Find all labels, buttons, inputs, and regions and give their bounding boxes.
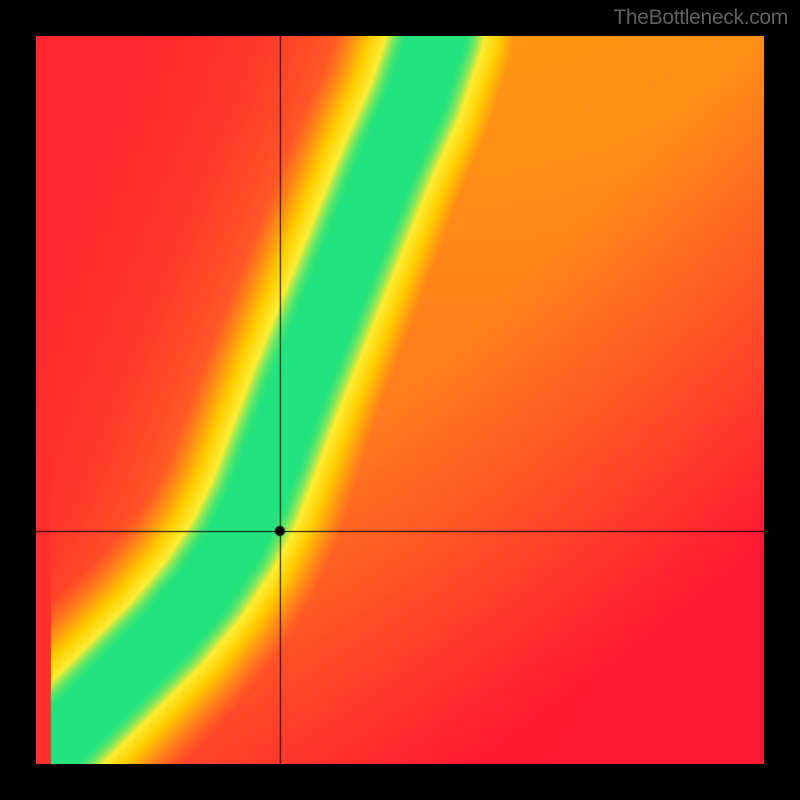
heatmap-canvas bbox=[36, 36, 764, 764]
bottleneck-heatmap bbox=[36, 36, 764, 764]
watermark-text: TheBottleneck.com bbox=[613, 6, 788, 30]
